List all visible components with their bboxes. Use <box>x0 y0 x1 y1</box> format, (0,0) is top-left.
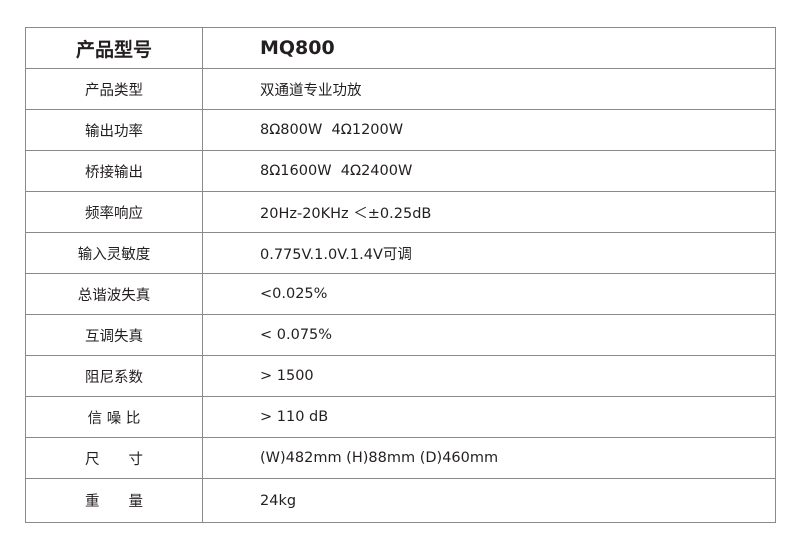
spec-value: 8Ω800W 4Ω1200W <box>202 109 776 151</box>
spec-label: 桥接输出 <box>25 150 203 192</box>
spec-label: 总谐波失真 <box>25 273 203 315</box>
spec-value: <0.025% <box>202 273 776 315</box>
spec-label: 产品类型 <box>25 68 203 110</box>
header-value: MQ800 <box>202 27 776 69</box>
spec-label: 阻尼系数 <box>25 355 203 397</box>
table-row: 输出功率 8Ω800W 4Ω1200W <box>25 109 776 151</box>
spec-table: 产品型号 MQ800 产品类型 双通道专业功放 输出功率 8Ω800W 4Ω1200W… <box>25 27 776 523</box>
table-row: 阻尼系数 > 1500 <box>25 355 776 397</box>
spec-value: 8Ω1600W 4Ω2400W <box>202 150 776 192</box>
spec-value: > 110 dB <box>202 396 776 438</box>
table-row: 总谐波失真 <0.025% <box>25 273 776 315</box>
table-row: 尺 寸 (W)482mm (H)88mm (D)460mm <box>25 437 776 479</box>
table-row: 产品类型 双通道专业功放 <box>25 68 776 110</box>
table-row: 桥接输出 8Ω1600W 4Ω2400W <box>25 150 776 192</box>
spec-label: 信 噪 比 <box>25 396 203 438</box>
spec-value: 24kg <box>202 478 776 523</box>
spec-label: 尺 寸 <box>25 437 203 479</box>
spec-value: < 0.075% <box>202 314 776 356</box>
spec-value: 0.775V.1.0V.1.4V可调 <box>202 232 776 274</box>
spec-label: 输入灵敏度 <box>25 232 203 274</box>
spec-label: 输出功率 <box>25 109 203 151</box>
spec-value: > 1500 <box>202 355 776 397</box>
spec-label: 重 量 <box>25 478 203 523</box>
table-row: 信 噪 比 > 110 dB <box>25 396 776 438</box>
header-label: 产品型号 <box>25 27 203 69</box>
spec-label: 互调失真 <box>25 314 203 356</box>
table-row: 频率响应 20Hz-20KHz ＜±0.25dB <box>25 191 776 233</box>
spec-value: 20Hz-20KHz ＜±0.25dB <box>202 191 776 233</box>
table-row: 互调失真 < 0.075% <box>25 314 776 356</box>
spec-label: 频率响应 <box>25 191 203 233</box>
table-header-row: 产品型号 MQ800 <box>25 27 776 69</box>
table-row: 重 量 24kg <box>25 478 776 523</box>
spec-value: 双通道专业功放 <box>202 68 776 110</box>
table-row: 输入灵敏度 0.775V.1.0V.1.4V可调 <box>25 232 776 274</box>
spec-value: (W)482mm (H)88mm (D)460mm <box>202 437 776 479</box>
